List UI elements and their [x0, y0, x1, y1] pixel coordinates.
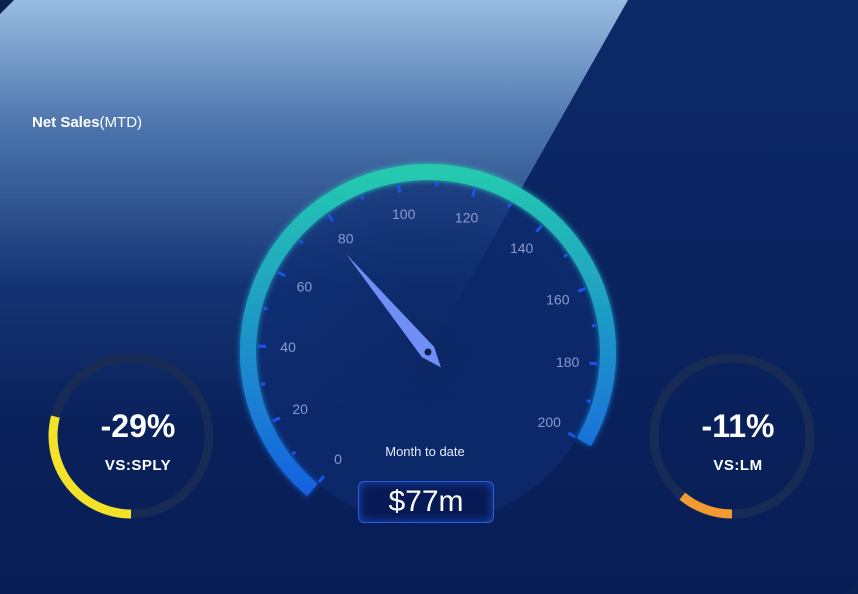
- gauge-needle: [345, 253, 441, 368]
- tick-label: 20: [292, 401, 308, 417]
- major-tick: [567, 431, 576, 439]
- minor-tick: [360, 194, 365, 200]
- minor-tick: [507, 202, 512, 208]
- minor-tick: [263, 306, 269, 311]
- minor-tick: [563, 253, 569, 259]
- minor-tick: [591, 323, 597, 328]
- panel-title: Net Sales(MTD): [32, 114, 142, 131]
- kpi-lm-value: -11%: [701, 408, 775, 444]
- kpi-lm-label: VS:LM: [713, 457, 763, 474]
- major-tick: [577, 286, 587, 293]
- gauge-caption: Month to date: [385, 444, 465, 459]
- tick-label: 40: [280, 339, 296, 355]
- minor-tick: [298, 239, 304, 245]
- major-tick: [397, 184, 402, 193]
- tick-label: 0: [334, 451, 342, 467]
- kpi-ring-progress: [679, 492, 733, 519]
- minor-tick: [291, 450, 297, 456]
- title-suffix: (MTD): [99, 114, 143, 131]
- tick-label: 60: [297, 278, 313, 294]
- tick-label: 200: [538, 414, 562, 430]
- tick-label: 120: [455, 209, 479, 225]
- gauge-value-display: $77m: [358, 481, 494, 523]
- gauge-arc: [240, 164, 616, 497]
- major-tick: [535, 224, 543, 233]
- tick-label: 80: [338, 231, 354, 247]
- tick-label: 100: [392, 206, 416, 222]
- needle-pivot: [424, 348, 432, 356]
- title-main: Net Sales: [32, 114, 100, 131]
- major-tick: [589, 361, 598, 366]
- major-tick: [326, 213, 334, 222]
- tick-label: 180: [556, 354, 580, 370]
- kpi-sply-label: VS:SPLY: [104, 457, 172, 474]
- major-tick: [471, 188, 477, 197]
- tick-label: 160: [546, 292, 570, 308]
- tick-label: 140: [510, 240, 534, 256]
- major-tick: [272, 416, 281, 423]
- kpi-sply-value: -29%: [100, 408, 176, 444]
- major-tick: [317, 475, 326, 484]
- major-tick: [277, 270, 286, 278]
- minor-tick: [586, 399, 592, 404]
- minor-tick: [260, 382, 266, 386]
- kpi-ring-progress: [48, 415, 132, 519]
